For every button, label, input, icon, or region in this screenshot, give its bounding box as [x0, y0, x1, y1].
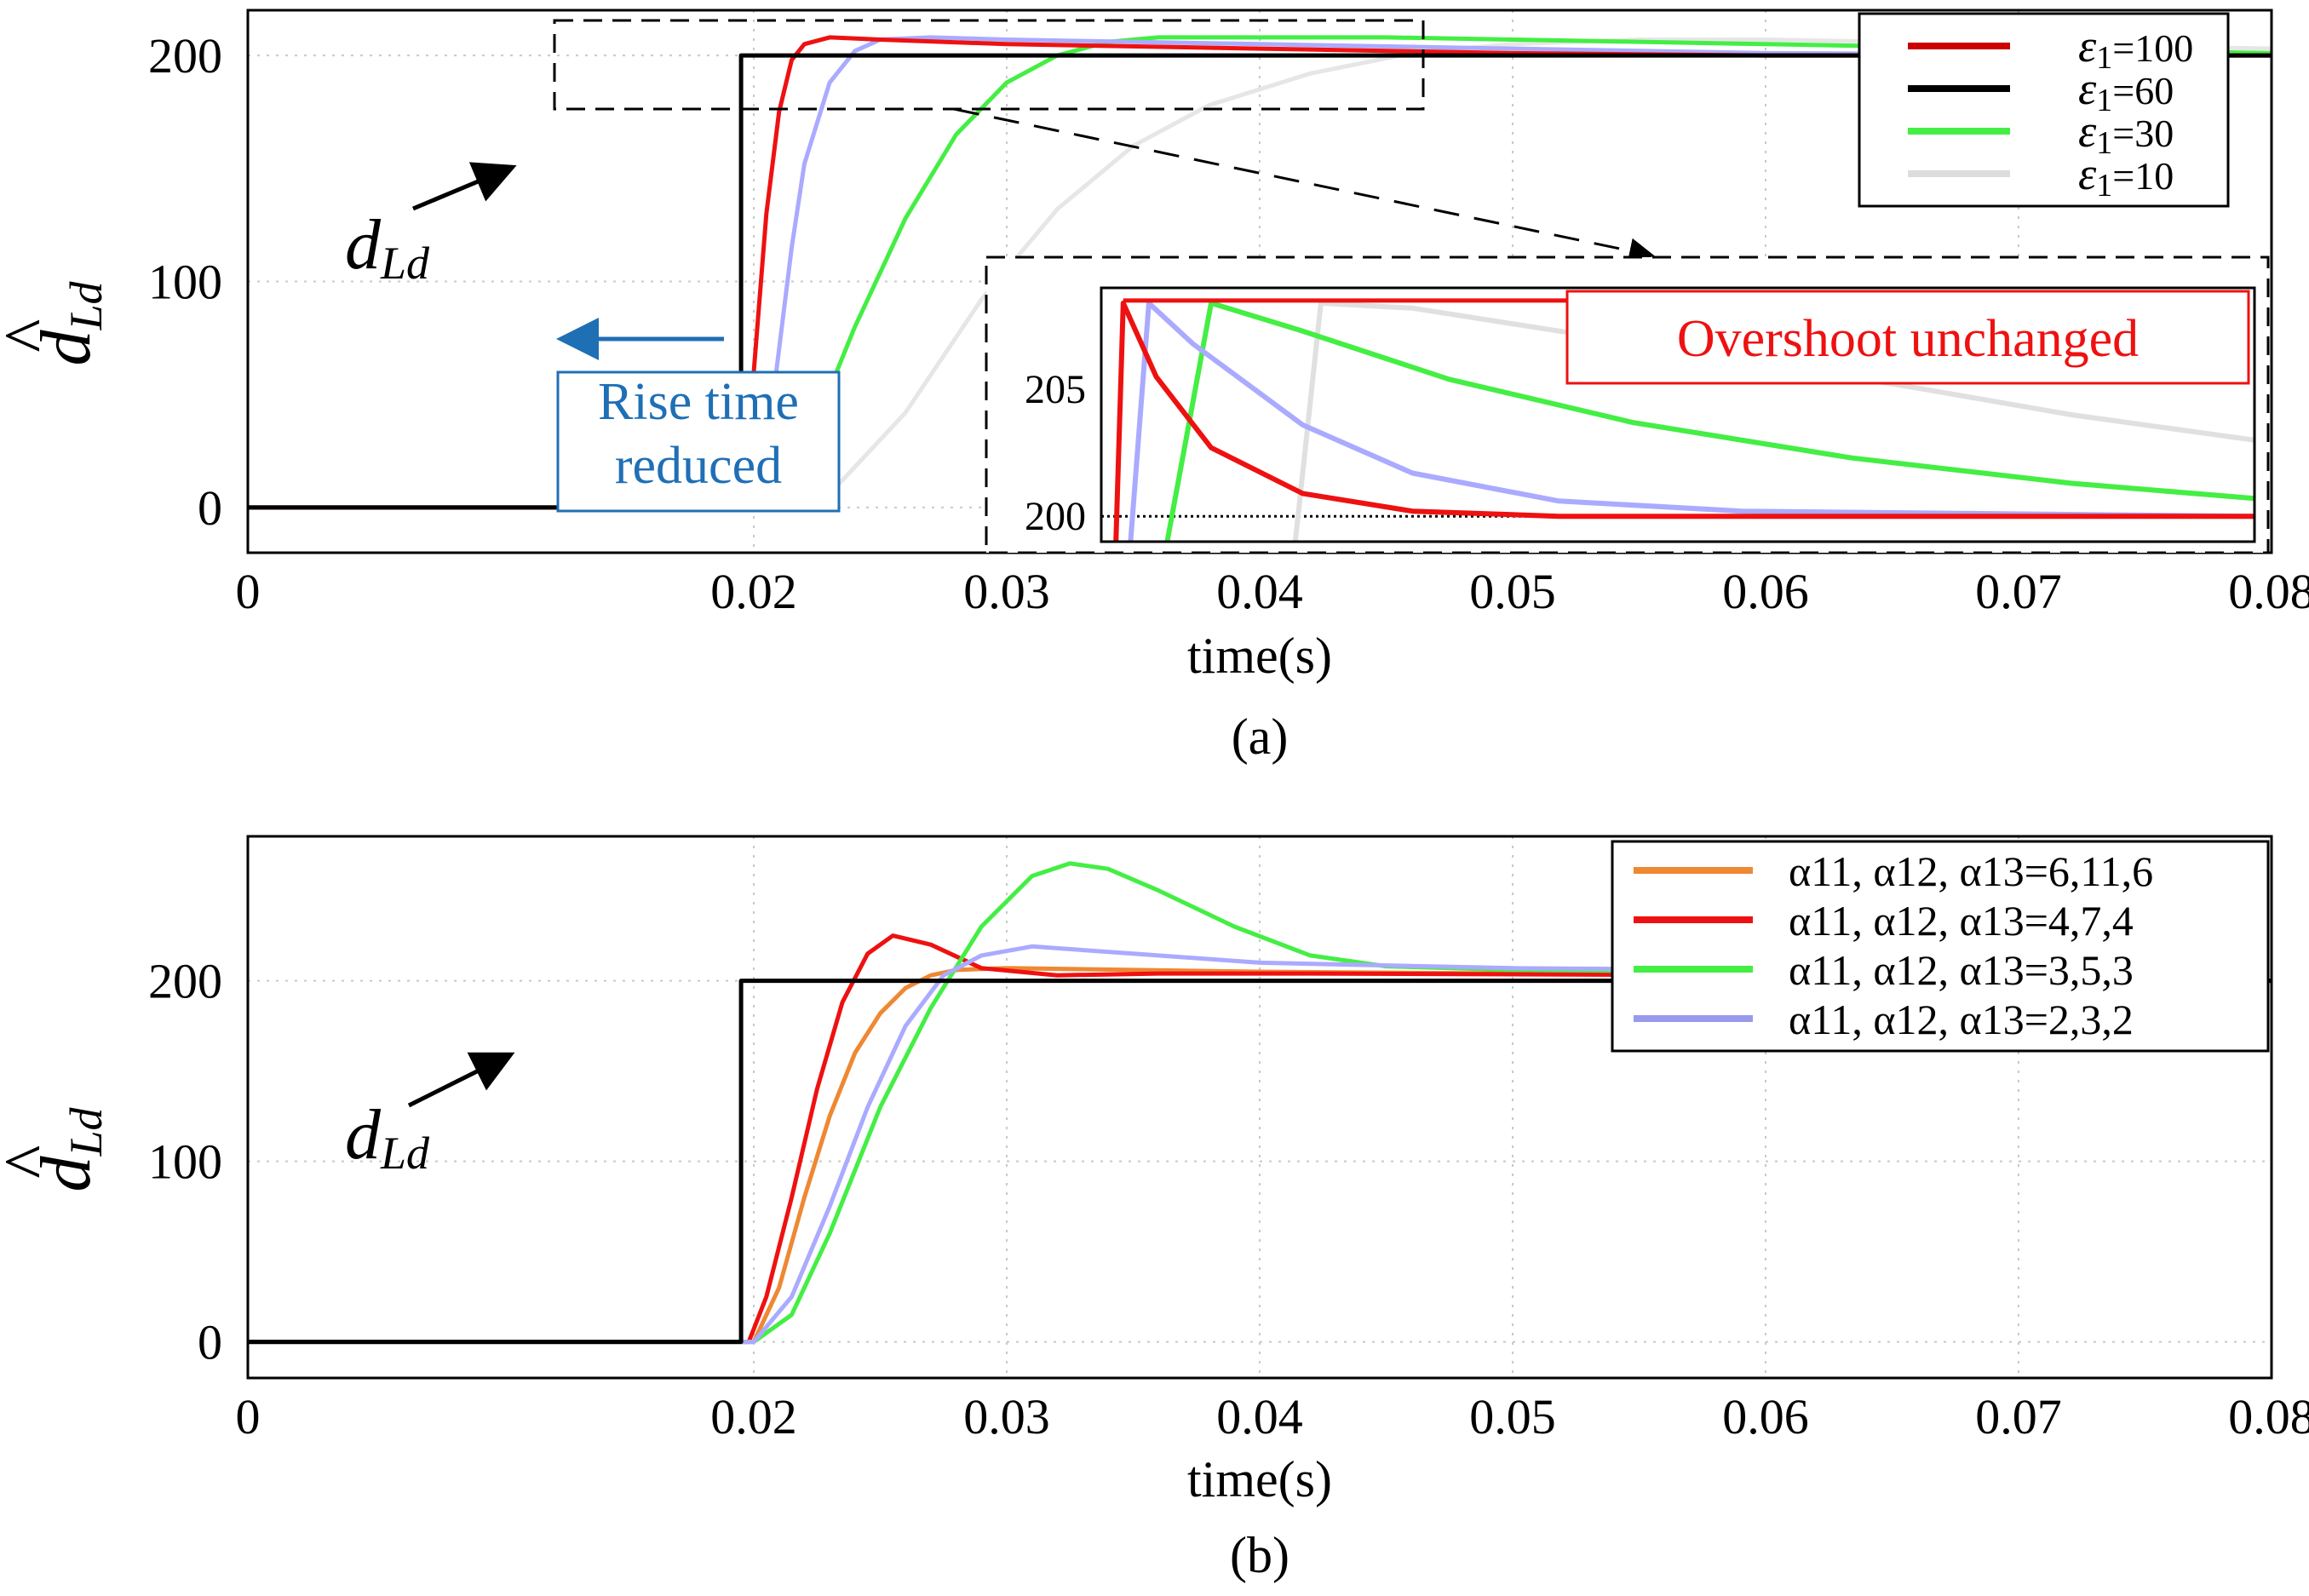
- rise-box: [556, 370, 841, 513]
- inset-series-line: [1128, 300, 2254, 542]
- inset-series-line: [1113, 300, 2254, 542]
- x-tick-label: 0: [236, 1389, 261, 1444]
- rise-text-line2: reduced: [615, 437, 782, 495]
- zoom-box: [553, 19, 1425, 111]
- x-tick-label: 0.06: [1722, 564, 1809, 619]
- legend-b-label: α11, α12, α13=6,11,6: [1789, 847, 2153, 895]
- y-tick-label: 100: [148, 255, 222, 310]
- series-line: [248, 933, 1766, 1345]
- legend-b-label: α11, α12, α13=2,3,2: [1789, 996, 2134, 1043]
- legend-b-frame: [1611, 840, 2270, 1053]
- legend-b-label: α11, α12, α13=3,5,3: [1789, 946, 2134, 994]
- y-tick-label: 200: [148, 954, 222, 1009]
- overshoot-text: Overshoot unchanged: [1677, 310, 2139, 368]
- x-tick-label: 0.04: [1216, 564, 1303, 619]
- x-tick-label: 0.06: [1722, 1389, 1809, 1444]
- overshoot-box: [1565, 290, 2250, 385]
- x-tick-label: 0.03: [963, 1389, 1050, 1444]
- reference-label-a: dLd: [345, 205, 430, 289]
- legend-a-label: ε1=100: [2078, 20, 2193, 76]
- y-axis-label-a: dLd: [26, 280, 112, 365]
- panel-a: 0 0.02 0.03 0.04 0.05 0.06 0.07 0.08 0 100 200 dLd…: [0, 9, 2309, 765]
- series-line: [248, 861, 1766, 1345]
- x-tick-label: 0.02: [710, 564, 797, 619]
- y-axis-label-b: dLd: [26, 1106, 112, 1191]
- zoom-arrow: [953, 107, 1655, 264]
- legend-a-label: ε1=10: [2078, 148, 2174, 204]
- y-axis-hat-b: ^: [0, 1145, 69, 1180]
- x-tick-label: 0.05: [1469, 564, 1556, 619]
- inset-series-line: [1164, 300, 2254, 542]
- inset-y-tick-label: 200: [1025, 494, 1086, 539]
- ticks-a: 0 0.02 0.03 0.04 0.05 0.06 0.07 0.08 0 100 200: [148, 28, 2309, 619]
- reference-arrow-b: [407, 1052, 515, 1108]
- legend-a-label: ε1=30: [2078, 106, 2174, 161]
- inset-series: [1101, 300, 2254, 542]
- inset-y-tick-label: 205: [1025, 367, 1086, 412]
- ticks-b: 0 0.02 0.03 0.04 0.05 0.06 0.07 0.08 0 100 200: [148, 954, 2309, 1444]
- y-tick-label: 0: [198, 1315, 222, 1370]
- x-tick-label: 0.07: [1975, 1389, 2062, 1444]
- rise-text-line1: Rise time: [598, 373, 799, 431]
- x-axis-label-b: time(s): [1187, 1451, 1332, 1507]
- plot-frame-b: [246, 835, 2273, 1380]
- x-tick-label: 0: [236, 564, 261, 619]
- x-tick-label: 0.07: [1975, 564, 2062, 619]
- reference-arrow-a: [412, 162, 517, 211]
- y-tick-label: 200: [148, 28, 222, 83]
- y-tick-label: 0: [198, 480, 222, 536]
- legend-a-label: ε1=60: [2078, 63, 2174, 118]
- inset-frame: [1100, 286, 2256, 543]
- caption-b: (b): [1230, 1527, 1289, 1583]
- series-line: [248, 966, 1766, 1345]
- series-line: [248, 53, 2272, 510]
- x-tick-label: 0.05: [1469, 1389, 1556, 1444]
- x-tick-label: 0.08: [2228, 1389, 2309, 1444]
- x-tick-label: 0.04: [1216, 1389, 1303, 1444]
- series-line: [248, 35, 2272, 510]
- series-line: [248, 979, 2272, 1345]
- x-tick-label: 0.03: [963, 564, 1050, 619]
- x-axis-label-a: time(s): [1187, 628, 1332, 684]
- series-b: [248, 861, 2272, 1345]
- x-tick-label: 0.08: [2228, 564, 2309, 619]
- panel-b: 0 0.02 0.03 0.04 0.05 0.06 0.07 0.08 0 100 200 dLd…: [0, 835, 2309, 1583]
- y-axis-hat-a: ^: [0, 319, 69, 354]
- reference-label-b: dLd: [345, 1095, 430, 1179]
- series-line: [248, 944, 1766, 1345]
- inset: 200 205 Overshoot unchanged: [985, 255, 2270, 554]
- inset-ticks: 200 205: [1025, 367, 1086, 539]
- legend-b-label: α11, α12, α13=4,7,4: [1789, 897, 2134, 944]
- x-tick-label: 0.02: [710, 1389, 797, 1444]
- caption-a: (a): [1232, 709, 1289, 765]
- y-tick-label: 100: [148, 1134, 222, 1190]
